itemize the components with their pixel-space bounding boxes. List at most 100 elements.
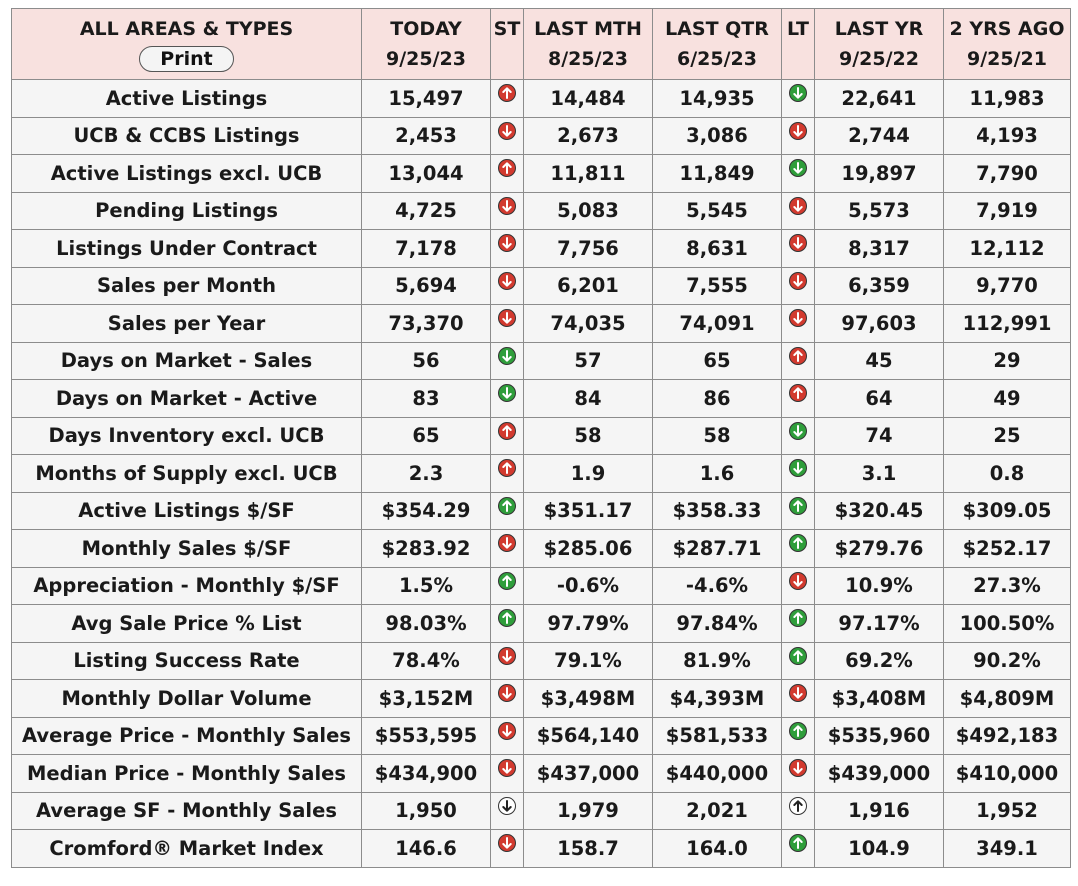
row-label-cell: Days on Market - Sales (11, 341, 362, 380)
row-label: Active Listings excl. UCB (50, 161, 323, 185)
last-mth-value-cell: 7,756 (523, 229, 653, 268)
last-mth-value-cell: 158.7 (523, 829, 653, 868)
area-type-header: ALL AREAS & TYPES Print (11, 8, 362, 80)
lt-indicator-cell (781, 791, 815, 830)
last-mth-value-cell: 97.79% (523, 604, 653, 643)
last-yr-value-cell: 69.2% (814, 641, 944, 680)
two-yrs-value: 7,790 (976, 161, 1038, 185)
red-arrow-up-icon (789, 384, 807, 402)
today-value: 98.03% (385, 611, 467, 635)
two-yrs-value-cell: 49 (943, 379, 1071, 418)
today-value: $434,900 (374, 761, 478, 785)
two-yrs-value-cell: 11,983 (943, 79, 1071, 118)
st-indicator-cell (490, 679, 524, 718)
today-value-cell: $283.92 (361, 529, 491, 568)
last-yr-value: 19,897 (841, 161, 917, 185)
last-qtr-value: 1.6 (699, 461, 735, 485)
last-yr-value-cell: 5,573 (814, 191, 944, 230)
today-value: 65 (412, 424, 440, 448)
lt-indicator-cell (781, 191, 815, 230)
last-yr-value: 97.17% (838, 611, 920, 635)
row-label: Months of Supply excl. UCB (35, 461, 338, 485)
lt-indicator-cell (781, 641, 815, 680)
last-mth-value: 84 (574, 386, 602, 410)
last-mth-value-cell: 6,201 (523, 266, 653, 305)
last-yr-value-cell: $320.45 (814, 491, 944, 530)
red-arrow-down-icon (789, 759, 807, 777)
last-yr-value: 45 (865, 349, 893, 373)
red-arrow-down-icon (498, 309, 516, 327)
last-mth-value: $437,000 (536, 761, 640, 785)
st-indicator-cell (490, 716, 524, 755)
red-arrow-down-icon (498, 234, 516, 252)
red-arrow-down-icon (498, 721, 516, 740)
last-qtr-value: $287.71 (672, 536, 762, 560)
two-yrs-value: 29 (993, 349, 1021, 373)
last-yr-value: $439,000 (827, 761, 931, 785)
last-mth-value: 74,035 (550, 311, 626, 335)
today-value-cell: 7,178 (361, 229, 491, 268)
last-yr-date: 9/25/22 (839, 48, 919, 70)
last-yr-value-cell: 97.17% (814, 604, 944, 643)
last-qtr-value: 14,935 (679, 86, 755, 110)
last-qtr-value-cell: 3,086 (652, 116, 782, 155)
red-arrow-down-icon (789, 571, 807, 590)
table-row: Monthly Dollar Volume $3,152M $3,498M $4,39… (11, 679, 1071, 718)
last-yr-value-cell: $439,000 (814, 754, 944, 793)
lt-header: LT (781, 8, 815, 80)
last-qtr-value: 81.9% (683, 649, 751, 673)
today-value-cell: 146.6 (361, 829, 491, 868)
red-arrow-down-icon (498, 534, 516, 552)
today-value-cell: 4,725 (361, 191, 491, 230)
table-body: Active Listings 15,497 14,484 14,935 22,641 1… (11, 79, 1071, 868)
row-label: Monthly Sales $/SF (81, 536, 292, 560)
today-value: 13,044 (388, 161, 464, 185)
last-qtr-value: 58 (703, 424, 731, 448)
row-label: Median Price - Monthly Sales (27, 761, 346, 785)
last-yr-value: 69.2% (845, 649, 913, 673)
green-arrow-up-icon (789, 721, 807, 740)
last-mth-value: 6,201 (557, 274, 619, 298)
two-yrs-value-cell: 27.3% (943, 566, 1071, 605)
two-yrs-value-cell: 349.1 (943, 829, 1071, 868)
last-yr-value: 22,641 (841, 86, 917, 110)
last-yr-value: $279.76 (834, 536, 924, 560)
row-label: Days on Market - Active (55, 386, 318, 410)
last-mth-value-cell: 2,673 (523, 116, 653, 155)
two-yrs-value: $4,809M (959, 686, 1055, 710)
red-arrow-up-icon (498, 459, 516, 477)
lt-indicator-cell (781, 266, 815, 305)
st-indicator-cell (490, 641, 524, 680)
row-label-cell: Monthly Dollar Volume (11, 679, 362, 718)
last-yr-value-cell: 97,603 (814, 304, 944, 343)
red-arrow-down-icon (498, 834, 516, 852)
last-qtr-value: 3,086 (686, 124, 748, 148)
lt-indicator-cell (781, 341, 815, 380)
today-value: 83 (412, 386, 440, 410)
red-arrow-down-icon (789, 309, 807, 327)
last-qtr-value: $581,533 (665, 724, 769, 748)
last-qtr-value-cell: 14,935 (652, 79, 782, 118)
last-qtr-value-cell: 65 (652, 341, 782, 380)
two-yrs-value: 12,112 (969, 236, 1045, 260)
green-arrow-down-icon (498, 384, 516, 402)
last-mth-value: 158.7 (557, 836, 619, 860)
print-button[interactable]: Print (139, 46, 234, 72)
last-qtr-value-cell: $4,393M (652, 679, 782, 718)
last-qtr-value-cell: $287.71 (652, 529, 782, 568)
two-yrs-value-cell: 7,919 (943, 191, 1071, 230)
today-value-cell: 98.03% (361, 604, 491, 643)
two-yrs-value-cell: 7,790 (943, 154, 1071, 193)
green-arrow-down-icon (789, 459, 807, 477)
last-mth-value: 79.1% (554, 649, 622, 673)
table-row: Months of Supply excl. UCB 2.3 1.9 1.6 3.1 0.… (11, 454, 1071, 493)
table-row: Cromford® Market Index 146.6 158.7 164.0 104… (11, 829, 1071, 868)
table-row: Days on Market - Sales 56 57 65 45 29 (11, 341, 1071, 380)
last-mth-value: 7,756 (557, 236, 619, 260)
row-label-cell: Active Listings $/SF (11, 491, 362, 530)
last-yr-value-cell: $535,960 (814, 716, 944, 755)
last-yr-label: LAST YR (834, 18, 924, 40)
today-value: 1.5% (398, 574, 454, 598)
lt-indicator-cell (781, 379, 815, 418)
two-yrs-value: 112,991 (962, 311, 1052, 335)
